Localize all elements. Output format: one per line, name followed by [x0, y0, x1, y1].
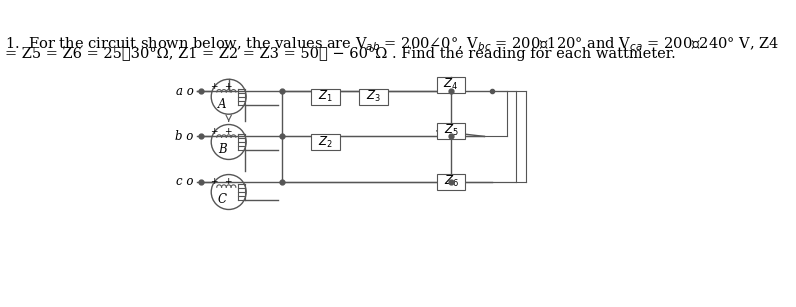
Text: +: +: [210, 127, 217, 136]
Text: +: +: [210, 82, 217, 91]
Text: c o: c o: [176, 175, 193, 188]
Text: = Z5 = Z6 = 25∢30°Ω, Z1 = Z2 = Z3 = 50∢ − 60°Ω . Find the reading for each wattm: = Z5 = Z6 = 25∢30°Ω, Z1 = Z2 = Z3 = 50∢ …: [5, 48, 676, 61]
Text: +: +: [224, 177, 232, 186]
Text: $Z_5$: $Z_5$: [443, 123, 458, 138]
Text: b o: b o: [175, 130, 193, 143]
Bar: [311, 134, 340, 150]
Text: $Z_2$: $Z_2$: [318, 134, 333, 150]
Text: $Z_6$: $Z_6$: [443, 174, 458, 189]
Text: +: +: [210, 177, 217, 186]
Bar: [311, 89, 340, 105]
Bar: [437, 123, 466, 139]
Text: $Z_4$: $Z_4$: [443, 77, 458, 92]
Text: a o: a o: [176, 85, 193, 98]
Text: C: C: [218, 193, 227, 206]
Bar: [437, 77, 466, 93]
Text: B: B: [218, 143, 227, 157]
Text: $Z_1$: $Z_1$: [318, 89, 333, 104]
Text: A: A: [218, 98, 227, 111]
Text: $Z_3$: $Z_3$: [366, 89, 380, 104]
Text: 1.  For the circuit shown below, the values are V$_{ab}$ = 200∠0°, V$_{bc}$ = 20: 1. For the circuit shown below, the valu…: [5, 36, 779, 53]
Bar: [359, 89, 388, 105]
Bar: [437, 174, 466, 190]
Text: +: +: [224, 127, 232, 136]
Text: +: +: [224, 82, 232, 91]
